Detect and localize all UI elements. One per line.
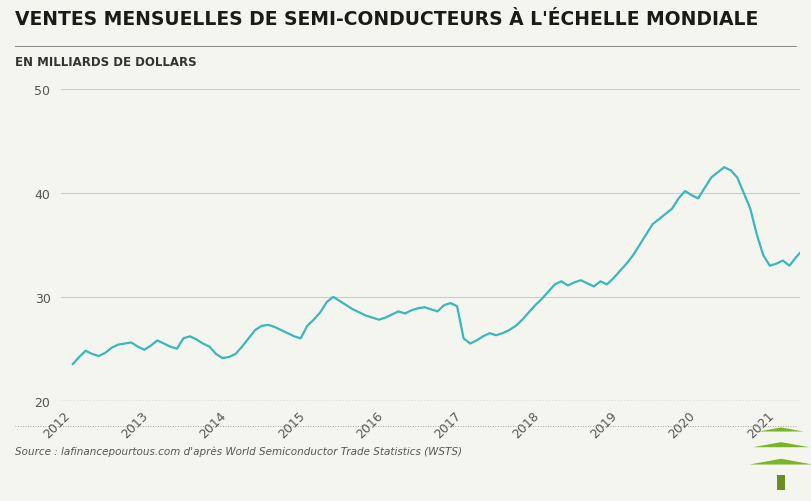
Text: VENTES MENSUELLES DE SEMI-CONDUCTEURS À L'ÉCHELLE MONDIALE: VENTES MENSUELLES DE SEMI-CONDUCTEURS À … (15, 10, 757, 29)
Text: Source : lafinancepourtous.com d'après World Semiconductor Trade Statistics (WST: Source : lafinancepourtous.com d'après W… (15, 446, 461, 456)
Bar (776, 474, 784, 490)
Text: EN MILLIARDS DE DOLLARS: EN MILLIARDS DE DOLLARS (15, 56, 196, 69)
